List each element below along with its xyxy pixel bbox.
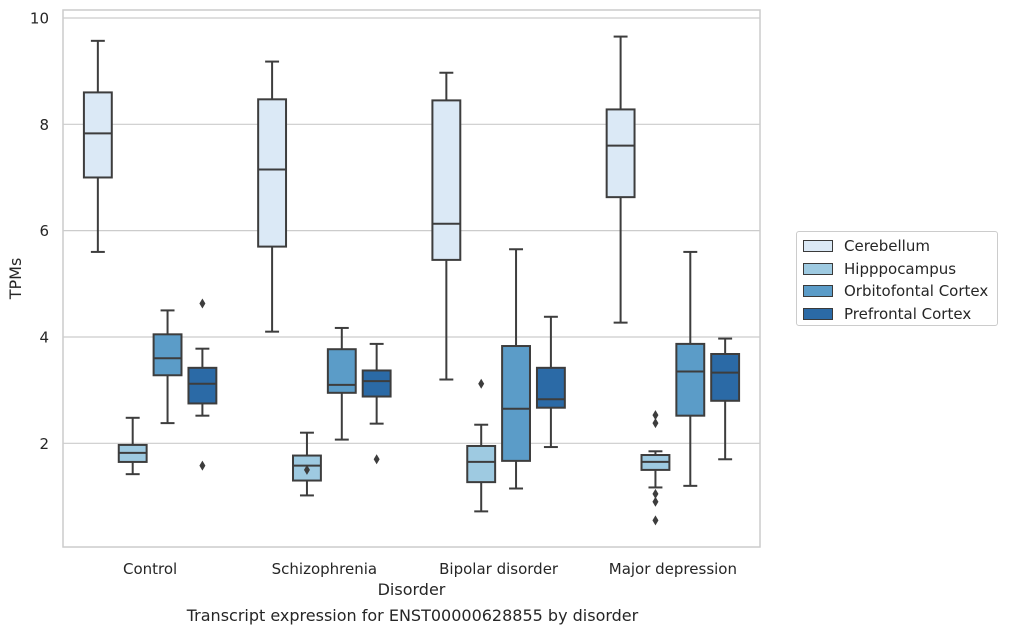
box <box>187 366 218 405</box>
x-tick-label: Control <box>123 560 177 578</box>
box-group <box>710 337 741 461</box>
legend-label-hipppocampus: Hipppocampus <box>844 259 957 278</box>
box <box>710 352 741 402</box>
box-group <box>501 248 531 490</box>
legend-item-prefrontal-cortex: Prefrontal Cortex <box>803 303 997 326</box>
box <box>82 91 113 179</box>
box-group <box>152 309 183 425</box>
box <box>257 98 288 248</box>
legend-swatch-orbitofontal-cortex <box>803 285 833 298</box>
outlier-point <box>199 298 206 309</box>
legend-swatch-hipppocampus <box>803 262 833 275</box>
series-hipppocampus <box>117 378 671 526</box>
x-tick-label: Major depression <box>609 560 737 578</box>
outlier-point <box>478 378 485 389</box>
outlier-point <box>652 488 659 499</box>
legend: Cerebellum Hipppocampus Orbitofontal Cor… <box>796 231 998 326</box>
box <box>501 345 531 462</box>
y-tick-label: 4 <box>39 328 49 346</box>
outlier-point <box>303 464 310 475</box>
box-group <box>117 416 148 476</box>
box-group <box>187 298 218 471</box>
x-tick-label: Schizophrenia <box>272 560 377 578</box>
x-tick-labels: Control Schizophrenia Bipolar disorder Majo… <box>123 560 737 578</box>
box-group <box>640 410 671 526</box>
box-group <box>326 326 357 441</box>
y-tick-label: 8 <box>39 116 49 134</box>
box-group <box>82 39 113 253</box>
legend-swatch-prefrontal-cortex <box>803 307 833 320</box>
box <box>152 333 183 377</box>
y-axis-label: TPMs <box>6 258 25 301</box>
box <box>431 99 462 261</box>
legend-item-orbitofontal-cortex: Orbitofontal Cortex <box>803 280 997 303</box>
box-group <box>292 431 322 497</box>
y-tick-label: 2 <box>39 435 49 453</box>
outlier-point <box>652 418 659 429</box>
box <box>466 444 497 484</box>
outlier-point <box>199 460 206 471</box>
series-orbitofontal-cortex <box>152 248 706 490</box>
x-tick-label: Bipolar disorder <box>439 560 559 578</box>
box-series <box>82 35 741 526</box>
y-tick-label: 10 <box>30 9 49 27</box>
legend-label-orbitofontal-cortex: Orbitofontal Cortex <box>844 282 989 301</box>
series-cerebellum <box>82 35 636 381</box>
box <box>675 342 706 417</box>
box-group <box>361 342 392 465</box>
box <box>361 369 392 398</box>
plot-frame <box>62 9 761 548</box>
box <box>326 348 357 394</box>
outlier-point <box>373 454 380 465</box>
x-axis-label: Disorder <box>378 580 446 599</box>
legend-item-cerebellum: Cerebellum <box>803 235 997 258</box>
box <box>605 108 636 199</box>
outlier-point <box>652 515 659 526</box>
legend-label-prefrontal-cortex: Prefrontal Cortex <box>844 304 972 323</box>
series-prefrontal-cortex <box>187 298 741 471</box>
box-group <box>675 250 706 487</box>
legend-swatch-cerebellum <box>803 240 833 253</box>
outlier-point <box>652 496 659 507</box>
box <box>535 366 566 409</box>
box-group <box>535 315 566 449</box>
outlier-point <box>652 410 659 421</box>
box-group <box>431 71 462 381</box>
legend-label-cerebellum: Cerebellum <box>844 237 930 256</box>
y-tick-labels: 2 4 6 8 10 <box>30 9 49 452</box>
legend-item-hipppocampus: Hipppocampus <box>803 258 997 281</box>
box-group <box>466 378 497 513</box>
chart-caption: Transcript expression for ENST0000062885… <box>186 606 639 625</box>
box-group <box>605 35 636 324</box>
box-group <box>257 60 288 333</box>
y-tick-label: 6 <box>39 222 49 240</box>
